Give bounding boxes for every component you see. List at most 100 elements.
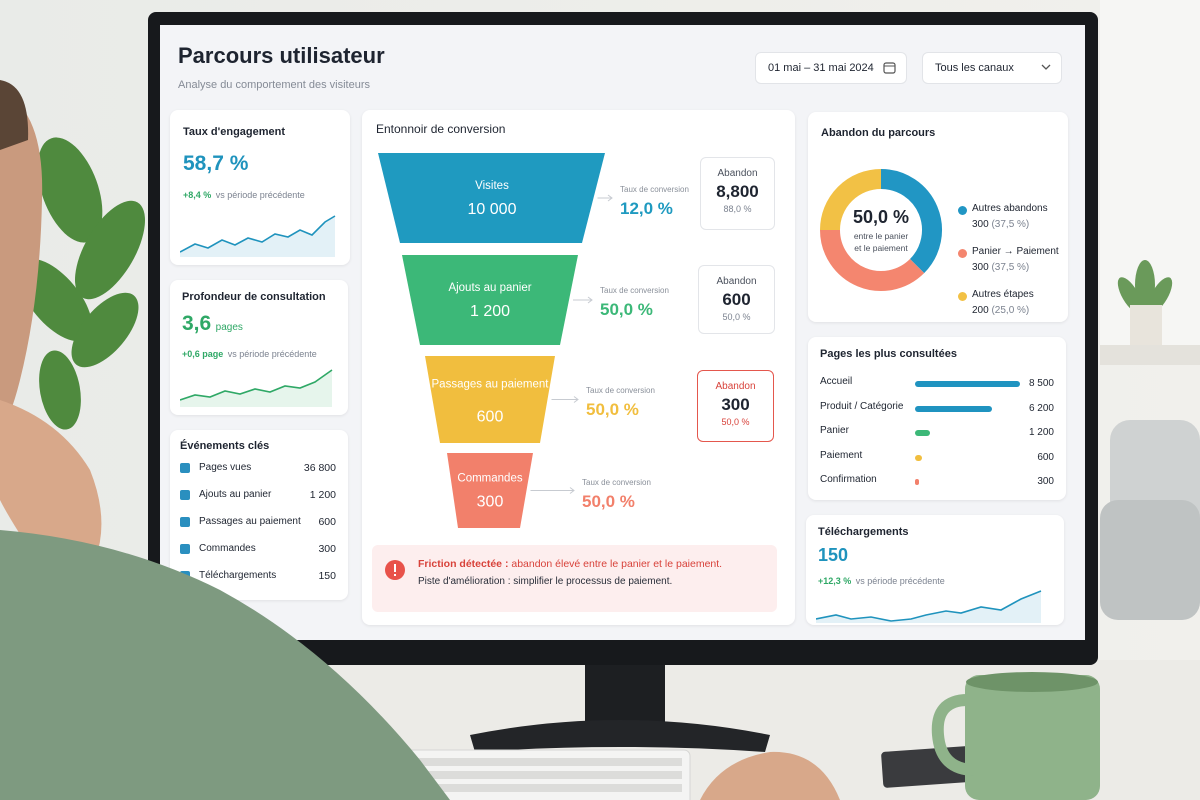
- top-pages-card: Pages les plus consultées Accueil 8 500 Pr…: [808, 337, 1066, 500]
- card-title: Abandon du parcours: [821, 127, 936, 139]
- card-title: Pages les plus consultées: [820, 348, 957, 360]
- event-value: 150: [318, 570, 336, 582]
- downloads-card: Téléchargements 150 +12,3 % vs période p…: [806, 515, 1064, 625]
- abandon-value: 8,800: [716, 182, 759, 201]
- kpi-change: +0,6 page: [182, 349, 224, 359]
- legend-value-row: 200 (25,0 %): [972, 305, 1029, 316]
- event-icon: [180, 463, 190, 473]
- page-label: Paiement: [820, 449, 863, 461]
- abandon-box: Abandon 600 50,0 %: [698, 265, 775, 334]
- legend-dot: [958, 292, 967, 301]
- event-icon: [180, 517, 190, 527]
- kpi-change: +8,4 %: [183, 190, 212, 200]
- card-title: Profondeur de consultation: [182, 291, 326, 303]
- legend-value: 300: [972, 219, 989, 230]
- funnel-stage: [378, 153, 605, 243]
- donut-segment: [820, 229, 925, 291]
- channel-filter: Tous les canaux: [935, 62, 1014, 74]
- date-picker[interactable]: 01 mai – 31 mai 2024: [755, 52, 907, 84]
- page-label: Accueil: [820, 376, 853, 387]
- event-value: 300: [318, 543, 336, 555]
- abandon-rate: 50,0 %: [721, 417, 750, 427]
- depth-card: Profondeur de consultation 3,6 pages +0,…: [170, 280, 348, 415]
- stage-label: Ajouts au panier: [448, 282, 531, 294]
- conversion-arrowhead: [607, 194, 613, 202]
- stage-value: 1 200: [470, 303, 510, 320]
- funnel-stage: [447, 453, 533, 528]
- conversion-value: 50,0 %: [586, 400, 639, 419]
- donut-center-note: et le paiement: [854, 243, 908, 253]
- abandon-value: 600: [722, 290, 751, 309]
- chevron-icon: [1041, 64, 1051, 70]
- stage-label: Passages au paiement: [432, 379, 550, 391]
- calendar-icon: [883, 62, 896, 74]
- date-range: 01 mai – 31 mai 2024: [768, 62, 874, 74]
- event-label: Passages au paiement: [199, 516, 301, 527]
- dashboard-screen: Parcours utilisateur Analyse du comporte…: [160, 25, 1085, 640]
- alert-icon: [385, 560, 405, 580]
- funnel-stage: [425, 356, 555, 443]
- alert-message: abandon élevé entre le panier et le paie…: [511, 558, 723, 570]
- legend-value-row: 300 (37,5 %): [972, 262, 1029, 273]
- abandon-value: 300: [721, 395, 750, 414]
- legend-name: Autres étapes: [972, 289, 1034, 300]
- legend-share: (37,5 %): [991, 219, 1030, 230]
- page-value: 300: [1037, 476, 1054, 487]
- funnel-card: Entonnoir de conversion Visites 10 000 Tau…: [362, 110, 795, 625]
- legend-share: (25,0 %): [991, 305, 1030, 316]
- kpi-value: 58,7 %: [183, 152, 249, 175]
- sparkline: [816, 590, 1042, 623]
- conversion-label: Taux de conversion: [600, 286, 669, 295]
- legend-value: 300: [972, 262, 989, 273]
- page-value: 6 200: [1028, 402, 1054, 414]
- conversion-arrowhead: [573, 396, 579, 403]
- event-value: 1 200: [309, 489, 336, 501]
- legend-value: 200: [972, 305, 989, 316]
- channel-select[interactable]: Tous les canaux: [922, 52, 1062, 84]
- alert-title: Friction détectée :: [418, 558, 509, 570]
- legend-dot: [958, 249, 967, 258]
- page-value: 8 500: [1028, 378, 1054, 389]
- conversion-value: 12,0 %: [620, 199, 673, 218]
- event-label: Téléchargements: [199, 570, 277, 581]
- donut-segment: [880, 169, 942, 274]
- abandon-rate: 88,0 %: [723, 204, 752, 214]
- page-subtitle: Analyse du comportement des visiteurs: [178, 79, 370, 91]
- conversion-arrowhead: [587, 296, 593, 304]
- kpi-value: 3,6: [182, 312, 212, 335]
- card-title: Entonnoir de conversion: [376, 122, 506, 136]
- conversion-label: Taux de conversion: [582, 478, 651, 487]
- abandon-box: Abandon 8,800 88,0 %: [700, 157, 775, 230]
- kpi-value: 150: [818, 545, 849, 565]
- donut-chart: 50,0 % entre le panier et le paiement: [820, 169, 942, 291]
- card-title: Téléchargements: [818, 526, 909, 538]
- conversion-arrowhead: [569, 487, 575, 494]
- event-value: 600: [318, 516, 336, 528]
- page-value: 600: [1037, 451, 1054, 463]
- conversion-value: 50,0 %: [582, 492, 635, 511]
- abandon-label: Abandon: [716, 276, 757, 287]
- donut-segment: [820, 169, 882, 231]
- page-bar: [915, 479, 919, 485]
- abandon-label: Abandon: [717, 168, 758, 179]
- stage-label: Visites: [475, 180, 509, 192]
- legend-name: Autres abandons: [972, 203, 1048, 214]
- conversion-label: Taux de conversion: [620, 185, 689, 194]
- abandon-box: Abandon 300 50,0 %: [697, 370, 774, 442]
- legend-name: Panier → Paiement: [972, 246, 1059, 257]
- legend-value-row: 300 (37,5 %): [972, 219, 1029, 230]
- page-bar: [915, 430, 930, 436]
- kpi-change-note: vs période précédente: [215, 190, 305, 200]
- page-label: Confirmation: [820, 474, 877, 485]
- funnel-chart: Visites 10 000 Taux de conversion 12,0 % Ajo…: [378, 153, 689, 528]
- sparkline: [180, 215, 336, 257]
- abandonment-card: Abandon du parcours 50,0 % entre le pani…: [808, 112, 1068, 322]
- event-icon: [180, 571, 190, 581]
- page-bar: [915, 454, 923, 461]
- abandon-label: Abandon: [715, 381, 756, 392]
- event-value: 36 800: [303, 462, 336, 474]
- event-icon: [180, 490, 190, 500]
- stage-value: 600: [477, 409, 504, 426]
- donut-center-value: 50,0 %: [853, 207, 909, 227]
- event-label: Commandes: [199, 543, 256, 554]
